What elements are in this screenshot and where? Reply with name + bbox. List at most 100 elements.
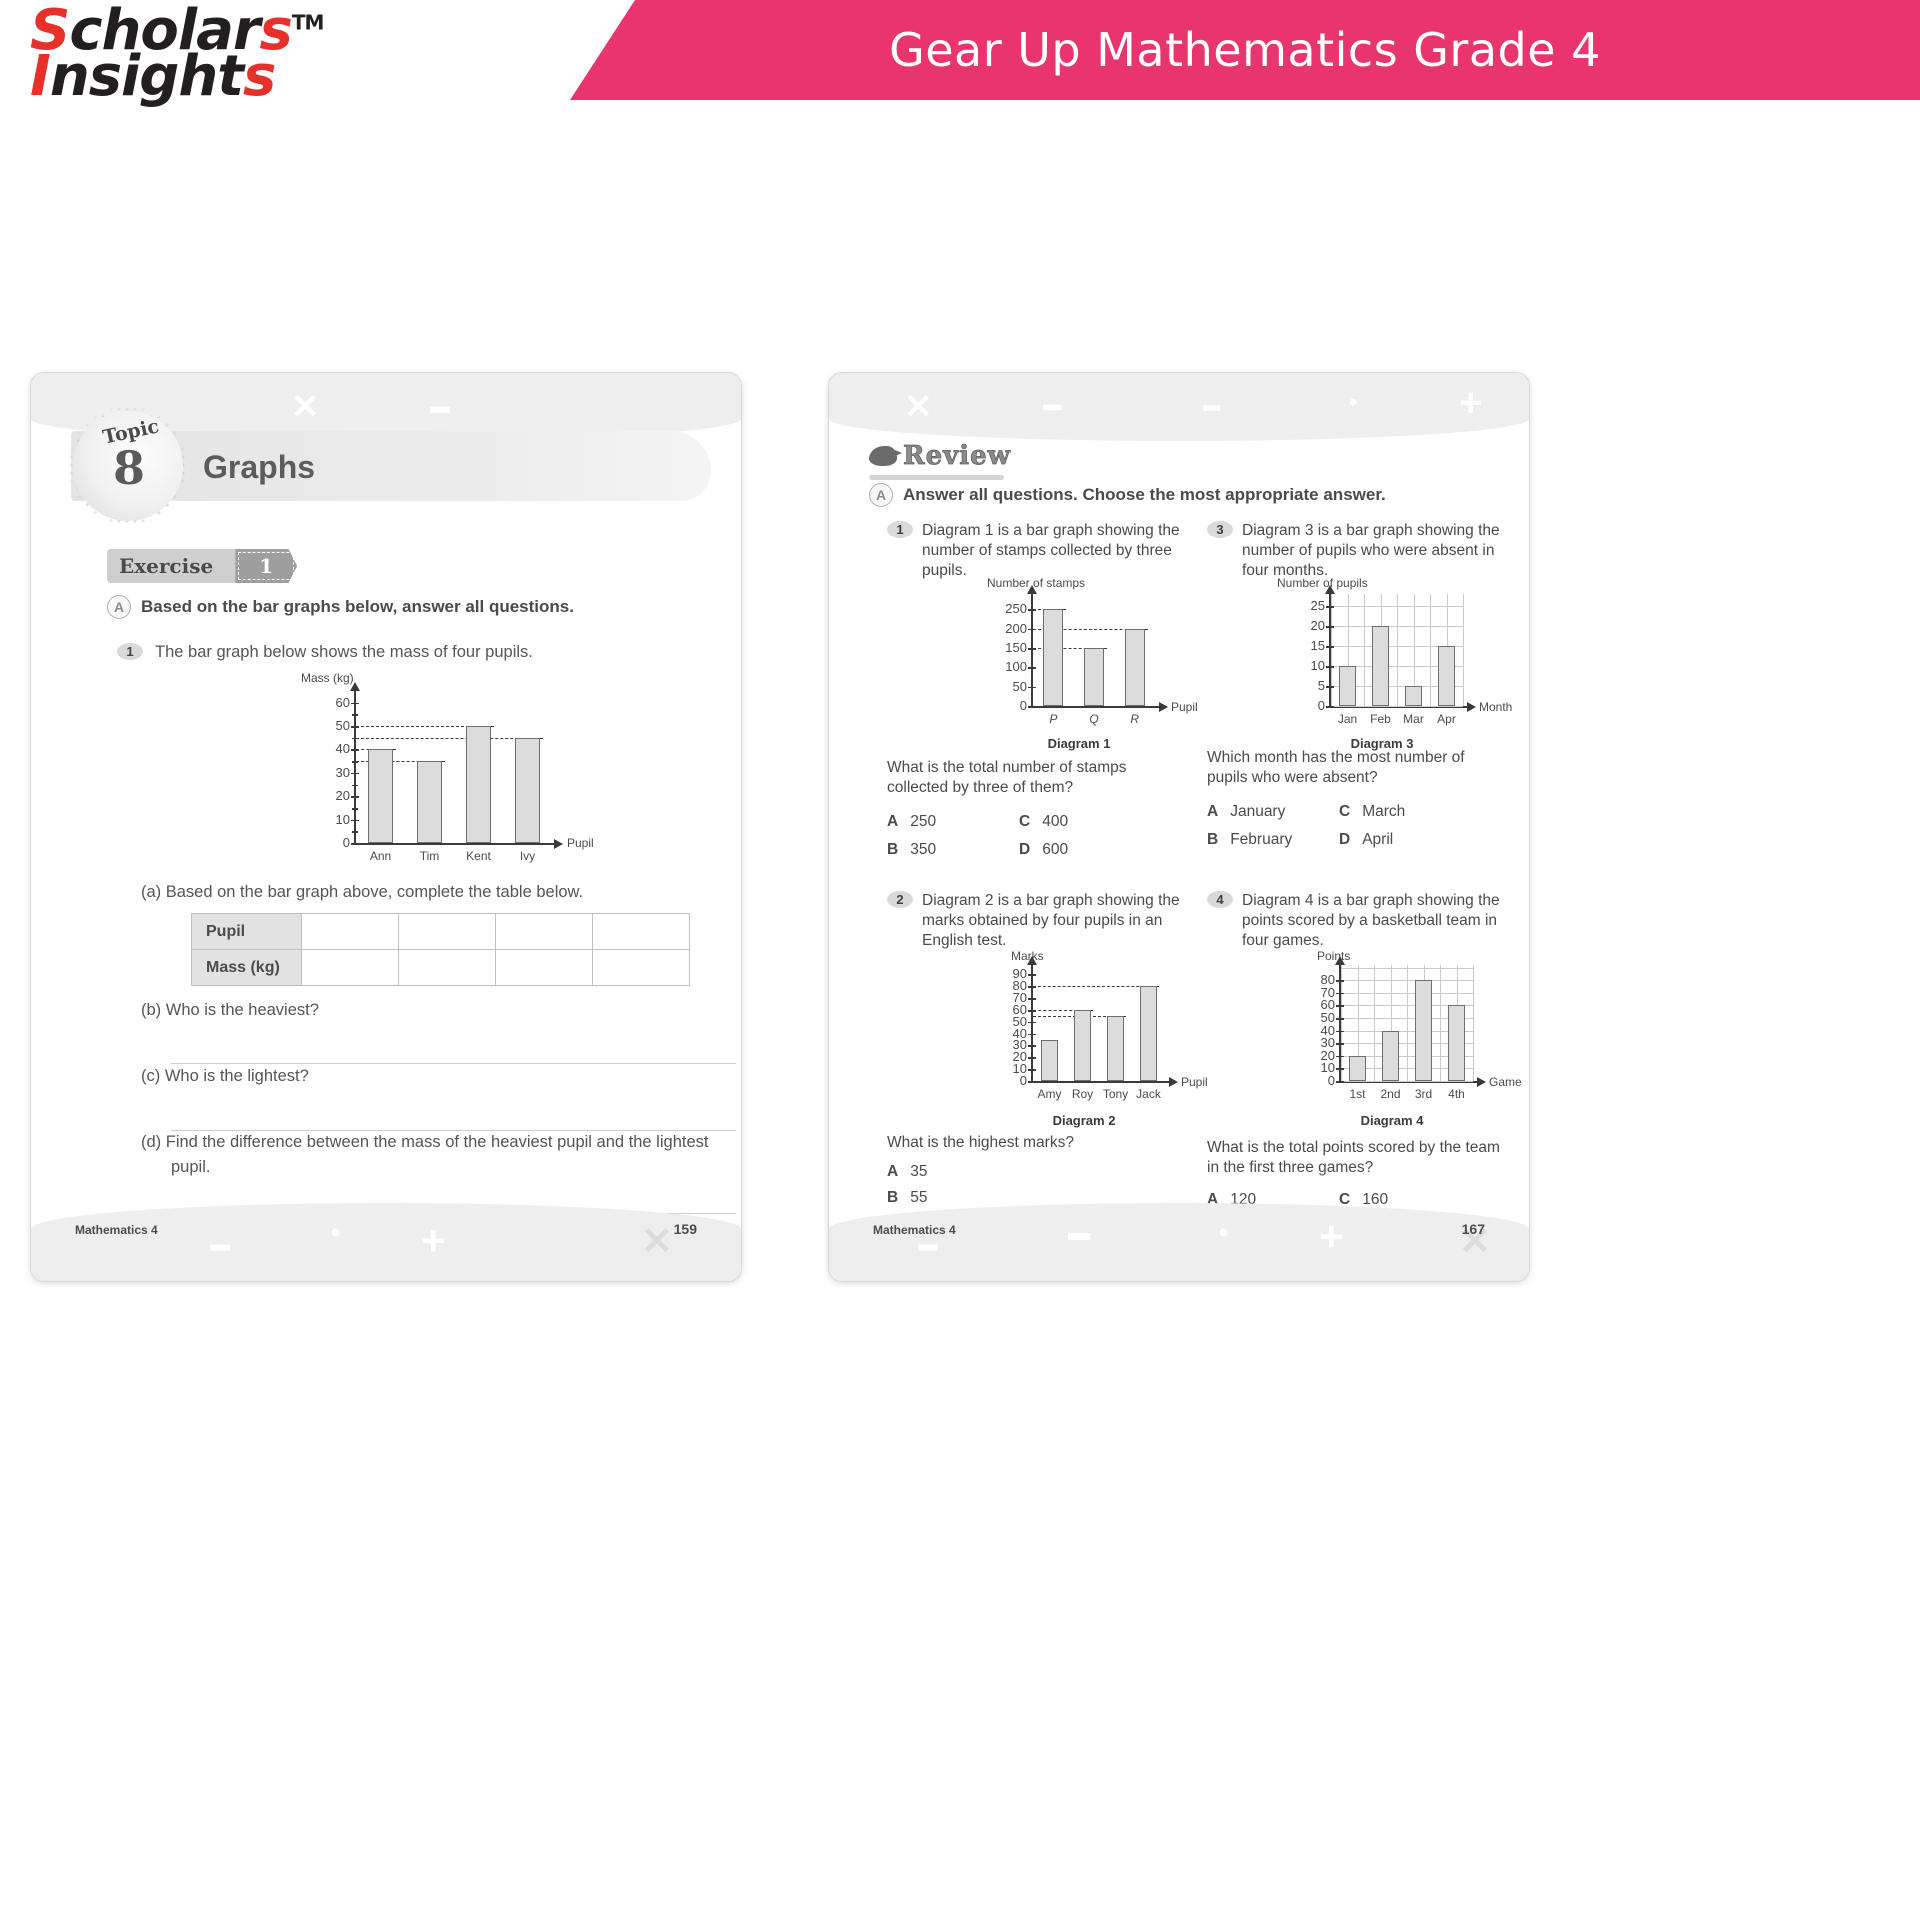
chart-bar xyxy=(1438,646,1455,706)
chart-y-tick-label: 30 xyxy=(1320,1035,1335,1051)
page-number-right: 167 xyxy=(1461,1221,1485,1237)
sub-question-d-line2: pupil. xyxy=(171,1158,211,1176)
chart-y-tick xyxy=(1028,667,1036,669)
mass-chart-y-axis-label: Mass (kg) xyxy=(301,671,354,685)
diagram-4-x-axis xyxy=(1339,1081,1477,1083)
option-2-a[interactable]: A 35 xyxy=(887,1163,1167,1181)
chart-y-tick xyxy=(351,772,359,775)
option-4-c[interactable]: C 160 xyxy=(1339,1191,1471,1209)
option-3-c[interactable]: C March xyxy=(1339,803,1471,821)
chart-bar xyxy=(1041,1039,1058,1081)
chart-gridline-vertical xyxy=(1374,965,1375,1081)
page-header: ScholarsTM Insights Gear Up Mathematics … xyxy=(0,0,1920,104)
decoration-dash-icon: ━ xyxy=(431,394,450,427)
chart-y-tick-label: 40 xyxy=(1012,1025,1027,1041)
chart-x-category-label: Roy xyxy=(1071,1087,1094,1101)
option-3-b[interactable]: B February xyxy=(1207,831,1339,849)
sub-question-a: (a) Based on the bar graph above, comple… xyxy=(141,883,584,901)
chart-y-tick xyxy=(1336,980,1344,982)
chart-bar xyxy=(1074,1009,1091,1081)
option-1-d-value: 600 xyxy=(1042,841,1069,858)
review-question-4-number: 4 xyxy=(1207,891,1233,908)
option-2-b[interactable]: B 55 xyxy=(887,1189,1167,1207)
chart-y-tick xyxy=(1336,992,1344,995)
exercise-label: Exercise xyxy=(107,549,236,583)
decoration-x-icon-4: ✕ xyxy=(1459,1221,1491,1263)
review-question-2: 2 Diagram 2 is a bar graph showing the m… xyxy=(887,891,1187,950)
title-banner: Gear Up Mathematics Grade 4 xyxy=(570,0,1920,100)
diagram-3-y-arrow-icon xyxy=(1325,585,1335,594)
table-cell-pupil-1[interactable] xyxy=(301,913,399,950)
table-cell-mass-1[interactable] xyxy=(301,949,399,986)
chart-y-tick-label: 50 xyxy=(1012,678,1027,694)
brand-logo: ScholarsTM Insights xyxy=(30,3,430,138)
diagram-3-y-axis xyxy=(1329,594,1331,706)
footer-subject-left: Mathematics 4 xyxy=(75,1223,158,1237)
option-3-d[interactable]: D April xyxy=(1339,831,1471,849)
table-cell-pupil-3[interactable] xyxy=(495,913,593,950)
diagram-1-y-axis xyxy=(1031,594,1033,706)
diagram-1-y-axis-label: Number of stamps xyxy=(987,576,1086,590)
chart-y-tick xyxy=(1326,606,1334,608)
table-cell-pupil-2[interactable] xyxy=(398,913,496,950)
table-cell-mass-2[interactable] xyxy=(398,949,496,986)
mass-table: Pupil Mass (kg) xyxy=(191,913,690,986)
chart-gridline-vertical xyxy=(1357,965,1359,1081)
decoration-dot-icon-2: • xyxy=(1349,389,1358,416)
chart-x-category-label: Apr xyxy=(1437,712,1456,726)
chart-y-tick xyxy=(1326,686,1334,688)
chart-x-category-label: Kent xyxy=(466,849,491,863)
mass-chart-x-axis xyxy=(354,843,554,845)
decoration-plus-icon-3: + xyxy=(1319,1213,1344,1260)
chart-bar xyxy=(1382,1030,1399,1081)
chart-dashed-guide xyxy=(356,761,446,763)
chart-y-tick xyxy=(1336,1068,1344,1070)
chart-y-tick xyxy=(351,726,359,728)
diagram-1-y-arrow-icon xyxy=(1027,585,1037,594)
chart-x-category-label: 2nd xyxy=(1380,1087,1401,1101)
option-3-c-value: March xyxy=(1362,803,1406,820)
table-cell-mass-4[interactable] xyxy=(592,949,690,986)
chart-y-tick xyxy=(1326,706,1334,708)
review-instruction-text: Answer all questions. Choose the most ap… xyxy=(903,485,1386,504)
chart-y-tick-label: 10 xyxy=(1310,658,1325,673)
diagram-4-x-arrow-icon xyxy=(1477,1077,1486,1087)
answer-line-c[interactable] xyxy=(171,1130,736,1131)
review-question-2-head: 2 Diagram 2 is a bar graph showing the m… xyxy=(887,891,1187,950)
chart-y-tick xyxy=(1028,628,1036,631)
mass-bar-chart: Mass (kg) Pupil 0 10 20 30 40 50 60 Ann Tim Kent I… xyxy=(291,671,594,863)
table-cell-mass-3[interactable] xyxy=(495,949,593,986)
diagram-4-y-axis xyxy=(1339,965,1341,1081)
chart-y-tick-label: 0 xyxy=(1327,1073,1335,1088)
chart-y-minor-tick xyxy=(352,714,358,716)
chart-y-minor-tick xyxy=(352,737,358,740)
chart-y-minor-tick xyxy=(352,831,358,833)
option-1-c[interactable]: C 400 xyxy=(1019,813,1151,831)
answer-line-b[interactable] xyxy=(171,1063,736,1064)
diagram-3-y-axis-label: Number of pupils xyxy=(1277,576,1368,590)
option-1-b[interactable]: B 350 xyxy=(887,841,1019,859)
table-cell-pupil-4[interactable] xyxy=(592,913,690,950)
chart-y-tick-label: 15 xyxy=(1310,638,1325,653)
page-title: Graphs xyxy=(203,449,316,485)
chart-y-tick xyxy=(1028,1069,1036,1071)
review-question-2-text: What is the highest marks? xyxy=(887,1134,1074,1151)
chart-dashed-guide xyxy=(356,737,544,739)
option-4-c-value: 160 xyxy=(1362,1191,1389,1208)
chart-bar xyxy=(368,749,393,843)
chart-y-tick-label: 70 xyxy=(1012,990,1027,1006)
chart-y-minor-tick xyxy=(352,761,358,763)
sub-question-b: (b) Who is the heaviest? xyxy=(141,1001,319,1019)
option-3-a[interactable]: A January xyxy=(1207,803,1339,821)
exercise-bar: Exercise 1 xyxy=(107,549,298,583)
chart-x-category-label: 4th xyxy=(1448,1087,1465,1101)
chart-y-tick xyxy=(1336,1030,1344,1033)
decoration-dash-icon-3: ━ xyxy=(1044,392,1061,423)
chart-y-tick-label: 80 xyxy=(1012,978,1027,994)
option-1-a-value: 250 xyxy=(910,813,937,830)
option-1-a[interactable]: A 250 xyxy=(887,813,1019,831)
diagram-3-caption: Diagram 3 xyxy=(1350,736,1414,751)
option-1-d[interactable]: D 600 xyxy=(1019,841,1151,859)
banner-title: Gear Up Mathematics Grade 4 xyxy=(889,23,1601,77)
review-question-3: 3 Diagram 3 is a bar graph showing the n… xyxy=(1207,521,1507,580)
